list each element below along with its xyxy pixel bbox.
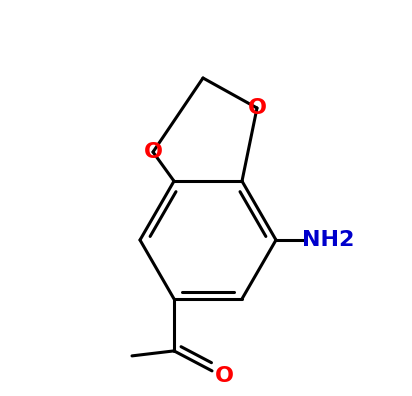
Text: NH2: NH2 (302, 230, 354, 250)
Text: O: O (248, 98, 267, 118)
Text: O: O (215, 366, 234, 386)
Text: O: O (143, 142, 162, 162)
